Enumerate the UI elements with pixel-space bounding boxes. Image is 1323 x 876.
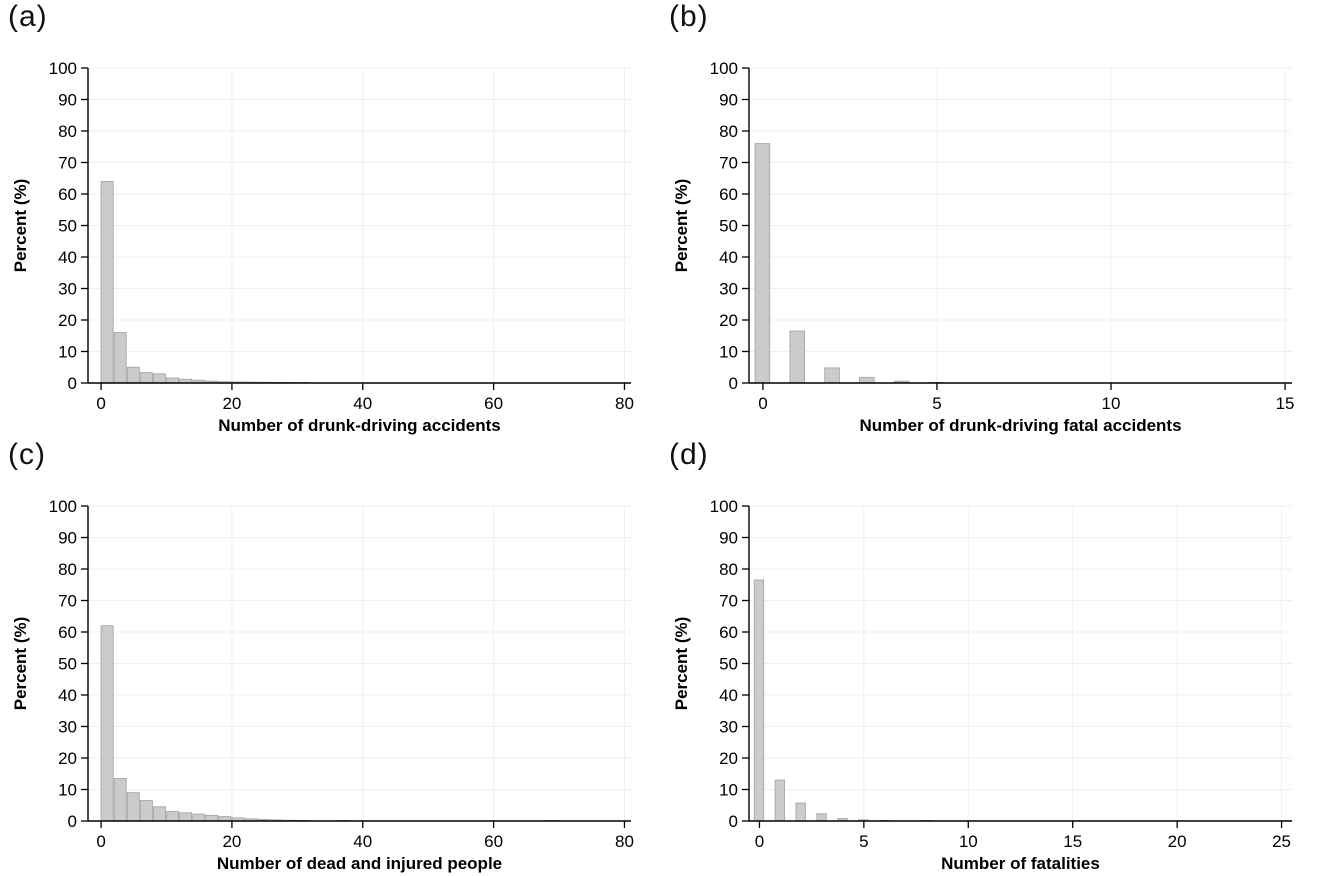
svg-text:90: 90 (58, 91, 77, 110)
svg-text:40: 40 (353, 394, 372, 413)
svg-text:Percent (%): Percent (%) (11, 179, 30, 273)
histogram-chart-d: 0 10 20 30 40 50 60 70 80 90 100 0 5 10 15 20 25 Percent … (672, 497, 1292, 873)
svg-text:5: 5 (932, 394, 941, 413)
svg-text:Percent (%): Percent (%) (672, 179, 691, 273)
svg-text:30: 30 (58, 718, 77, 737)
histogram-chart-b: 0 10 20 30 40 50 60 70 80 90 100 0 5 10 15 Percent (%) N… (672, 59, 1295, 435)
svg-text:50: 50 (58, 655, 77, 674)
svg-text:5: 5 (859, 832, 868, 851)
svg-text:0: 0 (96, 394, 105, 413)
svg-text:50: 50 (719, 217, 738, 236)
svg-text:10: 10 (719, 781, 738, 800)
svg-text:30: 30 (58, 280, 77, 299)
svg-text:15: 15 (1276, 394, 1295, 413)
svg-text:0: 0 (68, 374, 77, 393)
svg-text:50: 50 (58, 217, 77, 236)
panel-label-a: (a) (8, 0, 48, 33)
svg-text:0: 0 (68, 812, 77, 831)
histogram-chart-c: 0 10 20 30 40 50 60 70 80 90 100 0 20 40 60 80 Percent (… (11, 497, 634, 873)
svg-text:10: 10 (1102, 394, 1121, 413)
panel-a: 0 10 20 30 40 50 60 70 80 90 100 0 20 40 60 80 Percent (… (0, 0, 661, 438)
svg-text:10: 10 (959, 832, 978, 851)
panel-label-b: (b) (669, 0, 709, 33)
svg-text:Number of fatalities: Number of fatalities (941, 854, 1100, 873)
svg-text:40: 40 (719, 686, 738, 705)
svg-text:30: 30 (719, 280, 738, 299)
svg-text:60: 60 (58, 185, 77, 204)
svg-text:Number of dead and injured peo: Number of dead and injured people (217, 854, 502, 873)
svg-text:Percent (%): Percent (%) (672, 617, 691, 711)
svg-text:20: 20 (719, 749, 738, 768)
svg-text:90: 90 (58, 529, 77, 548)
panel-c: 0 10 20 30 40 50 60 70 80 90 100 0 20 40 60 80 Percent (… (0, 438, 661, 876)
svg-text:0: 0 (729, 374, 738, 393)
svg-text:0: 0 (729, 812, 738, 831)
svg-text:Percent (%): Percent (%) (11, 617, 30, 711)
svg-text:20: 20 (222, 394, 241, 413)
svg-text:80: 80 (719, 122, 738, 141)
panel-b: 0 10 20 30 40 50 60 70 80 90 100 0 5 10 15 Percent (%) N… (661, 0, 1322, 438)
svg-text:100: 100 (49, 497, 77, 516)
svg-text:20: 20 (1168, 832, 1187, 851)
panel-d: 0 10 20 30 40 50 60 70 80 90 100 0 5 10 15 20 25 Percent … (661, 438, 1322, 876)
svg-text:10: 10 (58, 343, 77, 362)
svg-text:70: 70 (719, 592, 738, 611)
svg-text:60: 60 (719, 623, 738, 642)
svg-text:25: 25 (1272, 832, 1291, 851)
svg-text:80: 80 (615, 394, 634, 413)
svg-text:80: 80 (615, 832, 634, 851)
svg-text:60: 60 (58, 623, 77, 642)
svg-text:30: 30 (719, 718, 738, 737)
svg-text:0: 0 (758, 394, 767, 413)
panel-label-c: (c) (8, 438, 46, 471)
svg-text:90: 90 (719, 91, 738, 110)
svg-text:100: 100 (49, 59, 77, 78)
panel-label-d: (d) (669, 438, 709, 471)
svg-text:60: 60 (484, 832, 503, 851)
svg-text:40: 40 (58, 248, 77, 267)
svg-text:70: 70 (719, 154, 738, 173)
svg-text:60: 60 (484, 394, 503, 413)
svg-text:90: 90 (719, 529, 738, 548)
svg-text:40: 40 (58, 686, 77, 705)
svg-text:20: 20 (58, 311, 77, 330)
svg-text:80: 80 (719, 560, 738, 579)
svg-text:80: 80 (58, 560, 77, 579)
svg-text:10: 10 (719, 343, 738, 362)
svg-text:100: 100 (710, 59, 738, 78)
svg-text:20: 20 (58, 749, 77, 768)
svg-text:Number of drunk-driving accide: Number of drunk-driving accidents (218, 416, 500, 435)
svg-text:80: 80 (58, 122, 77, 141)
histogram-chart-a: 0 10 20 30 40 50 60 70 80 90 100 0 20 40 60 80 Percent (… (11, 59, 634, 435)
svg-text:15: 15 (1063, 832, 1082, 851)
svg-text:50: 50 (719, 655, 738, 674)
svg-text:100: 100 (710, 497, 738, 516)
svg-text:0: 0 (96, 832, 105, 851)
svg-text:10: 10 (58, 781, 77, 800)
svg-text:40: 40 (353, 832, 372, 851)
svg-text:40: 40 (719, 248, 738, 267)
svg-text:0: 0 (755, 832, 764, 851)
svg-text:20: 20 (719, 311, 738, 330)
svg-text:70: 70 (58, 154, 77, 173)
svg-text:70: 70 (58, 592, 77, 611)
svg-text:20: 20 (222, 832, 241, 851)
svg-text:Number of drunk-driving fatal: Number of drunk-driving fatal accidents (859, 416, 1181, 435)
svg-text:60: 60 (719, 185, 738, 204)
